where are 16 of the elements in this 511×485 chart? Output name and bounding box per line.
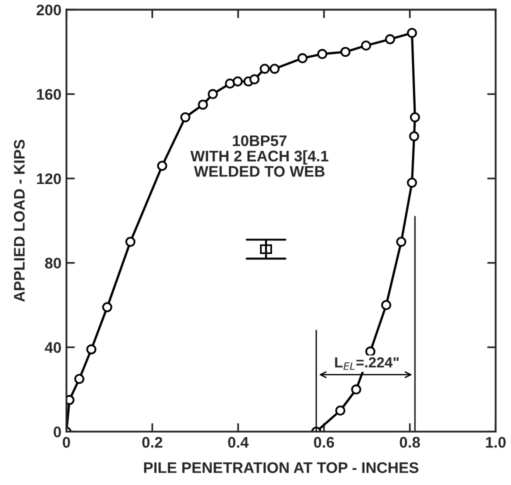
y-tick-label: 80 [45,258,61,269]
x-tick-label: 0.6 [314,436,334,448]
x-tick-label: 0.4 [228,436,249,448]
annotation: 10BP57 WITH 2 EACH 3[4.1 WELDED TO WEB [190,135,328,177]
x-tick-label: 1.0 [486,436,506,448]
x-tick-label: 0.8 [400,436,420,448]
y-tick-label: 200 [36,4,61,16]
x-axis-title: PILE PENETRATION AT TOP - INCHES [144,462,418,474]
y-axis-title: APPLIED LOAD - KIPS [14,140,25,302]
x-tick-label: 0.2 [142,436,162,448]
y-tick-label: 160 [37,88,61,100]
y-tick-label: 40 [44,342,61,353]
x-tick-label: 0 [62,436,70,448]
annotation: L$_{EL}$=.224" [335,357,399,370]
y-tick-label: 120 [37,173,61,184]
y-tick-label: 0 [54,426,61,438]
